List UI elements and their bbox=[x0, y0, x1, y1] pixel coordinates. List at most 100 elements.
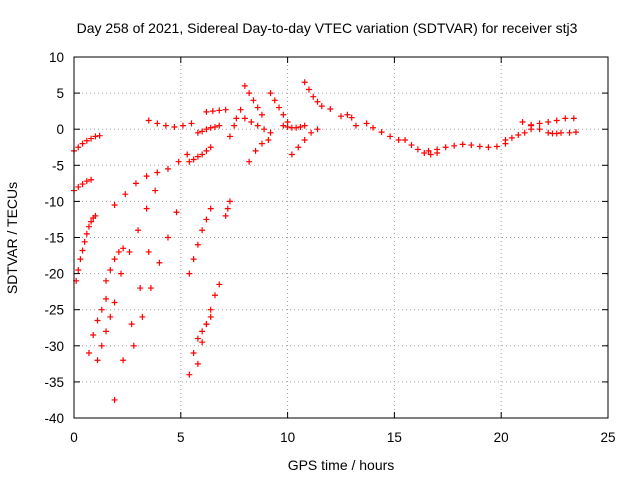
data-point-track-aa bbox=[348, 114, 355, 121]
data-point-track-s bbox=[226, 133, 233, 140]
data-point-track-ab bbox=[395, 137, 402, 144]
data-point-track-c bbox=[79, 247, 86, 254]
data-point-track-v bbox=[267, 129, 274, 136]
data-point-track-k bbox=[179, 122, 186, 129]
data-point-track-m bbox=[216, 122, 223, 129]
data-point-track-t bbox=[258, 111, 265, 118]
y-tick-label: -20 bbox=[44, 267, 64, 282]
data-point-track-l bbox=[203, 147, 210, 154]
data-point-track-ag bbox=[570, 115, 577, 122]
data-point-track-u bbox=[258, 140, 265, 147]
data-point-track-j bbox=[139, 313, 146, 320]
data-point-track-x bbox=[293, 124, 300, 131]
data-point-track-q bbox=[216, 281, 223, 288]
data-point-track-i bbox=[184, 151, 191, 158]
data-point-track-c bbox=[88, 218, 95, 225]
tick-layer: 0 5 10 15 20 25 -40 -35 -30 -25 -20 -15 -10 -5 0 5 10 bbox=[44, 50, 615, 445]
data-point-track-c bbox=[81, 238, 88, 245]
data-point-track-t bbox=[254, 104, 261, 111]
data-point-track-n bbox=[203, 108, 210, 115]
data-point-track-l bbox=[190, 156, 197, 163]
data-point-track-ac bbox=[427, 151, 434, 158]
y-tick-label: 10 bbox=[49, 50, 64, 65]
data-point-track-o bbox=[190, 256, 197, 263]
data-point-track-ad bbox=[493, 143, 500, 150]
data-point-track-af bbox=[519, 118, 526, 125]
data-point-track-e bbox=[111, 299, 118, 306]
data-point-track-i bbox=[111, 202, 118, 209]
data-point-track-v bbox=[254, 122, 261, 129]
data-point-track-i bbox=[143, 173, 150, 180]
data-point-track-x bbox=[280, 122, 287, 129]
data-point-track-ag bbox=[553, 117, 560, 124]
data-point-track-t bbox=[241, 82, 248, 89]
data-point-track-r bbox=[222, 212, 229, 219]
data-point-track-l bbox=[207, 144, 214, 151]
data-point-track-t bbox=[246, 90, 253, 97]
x-tick-label: 10 bbox=[280, 430, 295, 445]
data-point-track-ae bbox=[508, 134, 515, 141]
data-point-track-y bbox=[301, 79, 308, 86]
data-point-track-x bbox=[297, 124, 304, 131]
data-point-track-aa bbox=[344, 111, 351, 118]
data-point-track-m bbox=[203, 126, 210, 133]
data-point-track-d bbox=[85, 350, 92, 357]
y-tick-label: -15 bbox=[44, 231, 64, 246]
data-point-track-o bbox=[203, 216, 210, 223]
data-point-track-e bbox=[107, 313, 114, 320]
data-point-track-ah bbox=[566, 129, 573, 136]
data-point-track-af bbox=[545, 129, 552, 136]
data-point-track-v bbox=[241, 115, 248, 122]
data-point-track-j bbox=[147, 285, 154, 292]
data-point-track-q bbox=[207, 306, 214, 313]
data-point-track-q bbox=[194, 360, 201, 367]
data-point-track-s bbox=[233, 115, 240, 122]
data-point-track-ac bbox=[402, 137, 409, 144]
data-point-track-p bbox=[199, 328, 206, 335]
chart-title: Day 258 of 2021, Sidereal Day-to-day VTE… bbox=[77, 20, 578, 36]
data-point-track-h bbox=[126, 248, 133, 255]
data-point-track-j bbox=[156, 259, 163, 266]
data-point-track-l bbox=[194, 153, 201, 160]
data-point-track-g bbox=[111, 396, 118, 403]
data-point-track-m bbox=[194, 129, 201, 136]
data-point-track-g bbox=[120, 357, 127, 364]
data-point-track-s bbox=[237, 106, 244, 113]
data-point-track-a bbox=[83, 137, 90, 144]
data-point-track-e bbox=[98, 342, 105, 349]
data-point-track-h bbox=[117, 270, 124, 277]
data-point-track-ah bbox=[549, 130, 556, 137]
data-point-track-u bbox=[252, 147, 259, 154]
data-point-track-g bbox=[137, 285, 144, 292]
x-tick-label: 5 bbox=[177, 430, 185, 445]
data-point-track-i bbox=[154, 169, 161, 176]
data-point-track-ae bbox=[515, 131, 522, 138]
data-point-track-ad bbox=[442, 144, 449, 151]
data-point-track-ah bbox=[572, 129, 579, 136]
data-point-track-y bbox=[318, 103, 325, 110]
data-point-track-z bbox=[301, 137, 308, 144]
data-point-track-ab bbox=[370, 124, 377, 131]
data-point-track-h bbox=[143, 205, 150, 212]
y-tick-label: -10 bbox=[44, 194, 64, 209]
data-point-track-o bbox=[207, 205, 214, 212]
data-point-track-b bbox=[88, 176, 95, 183]
data-point-track-ad bbox=[434, 146, 441, 153]
data-point-track-ag bbox=[536, 120, 543, 127]
data-point-track-l bbox=[199, 151, 206, 158]
data-point-track-af bbox=[536, 126, 543, 133]
data-point-track-j bbox=[130, 342, 137, 349]
data-point-track-a bbox=[79, 140, 86, 147]
data-point-track-i bbox=[164, 165, 171, 172]
grid-layer bbox=[74, 57, 608, 418]
data-point-track-d bbox=[94, 317, 101, 324]
y-tick-label: -30 bbox=[44, 339, 64, 354]
data-point-track-p bbox=[190, 350, 197, 357]
data-point-track-aa bbox=[352, 122, 359, 129]
data-point-track-e bbox=[103, 328, 110, 335]
data-point-track-o bbox=[199, 227, 206, 234]
data-point-track-y bbox=[305, 86, 312, 93]
data-point-track-x bbox=[284, 124, 291, 131]
data-point-track-t bbox=[250, 97, 257, 104]
data-point-track-k bbox=[162, 122, 169, 129]
